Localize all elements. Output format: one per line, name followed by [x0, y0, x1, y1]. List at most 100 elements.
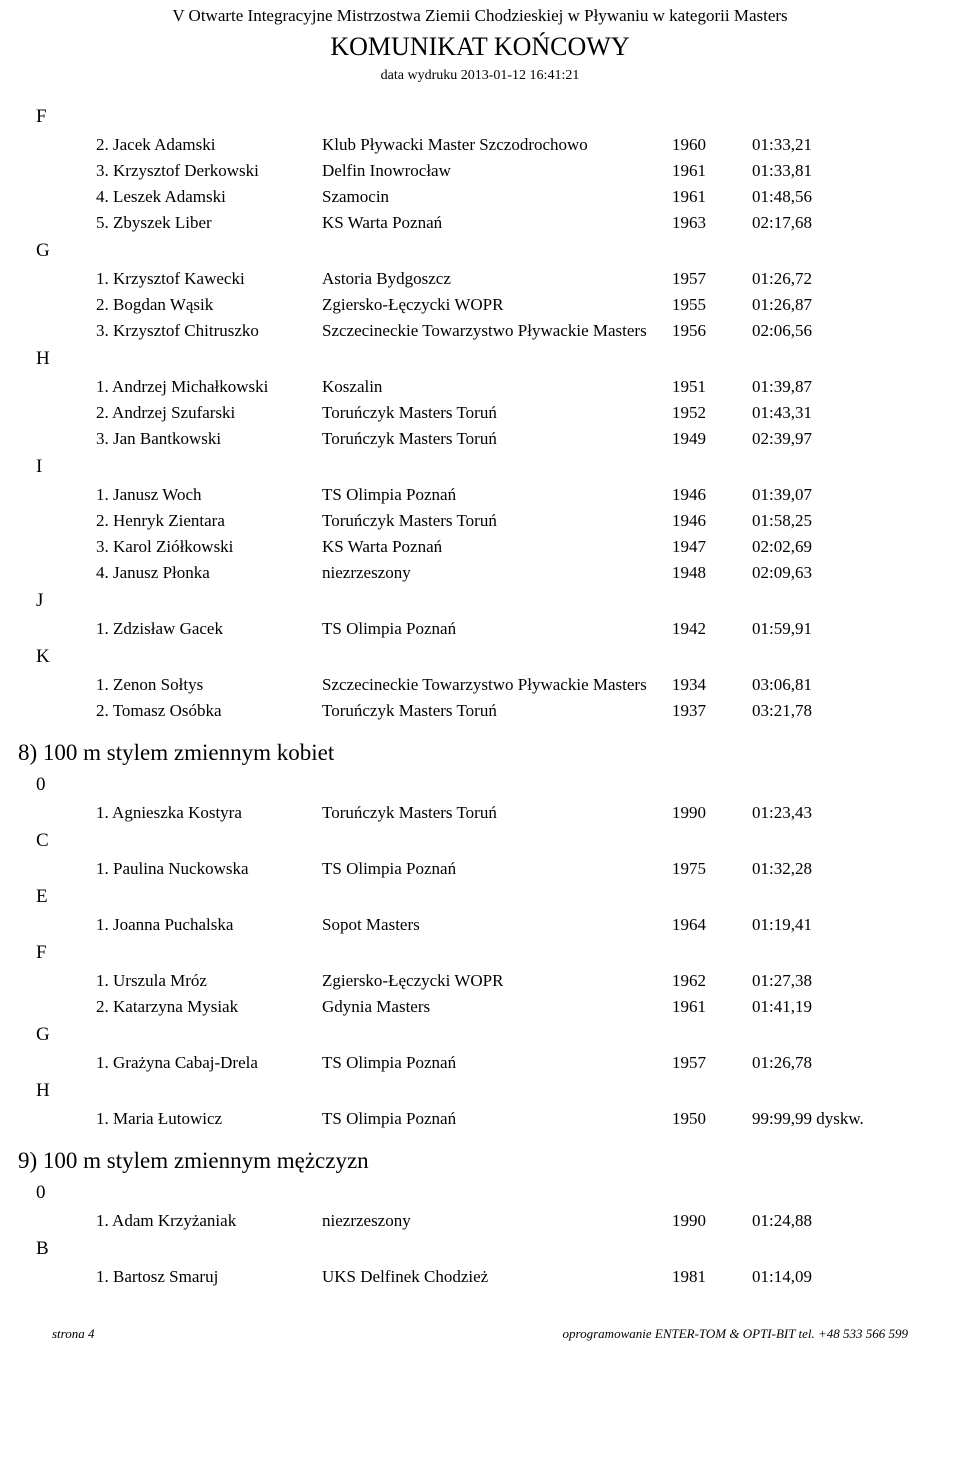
competitor-name: 2. Henryk Zientara [52, 511, 322, 531]
result-time: 01:26,78 [752, 1053, 882, 1073]
club-name: Szamocin [322, 187, 672, 207]
result-row: 3. Krzysztof DerkowskiDelfin Inowrocław1… [52, 158, 908, 184]
birth-year: 1946 [672, 485, 752, 505]
result-time: 01:26,72 [752, 269, 882, 289]
birth-year: 1950 [672, 1109, 752, 1129]
result-time: 02:06,56 [752, 321, 882, 341]
club-name: Gdynia Masters [322, 997, 672, 1017]
competitor-name: 2. Bogdan Wąsik [52, 295, 322, 315]
result-row: 1. Krzysztof KaweckiAstoria Bydgoszcz195… [52, 266, 908, 292]
age-group-letter: 0 [36, 774, 908, 796]
age-group-letter: J [36, 590, 908, 612]
result-time: 01:39,87 [752, 377, 882, 397]
result-row: 1. Andrzej MichałkowskiKoszalin195101:39… [52, 374, 908, 400]
competitor-name: 4. Leszek Adamski [52, 187, 322, 207]
birth-year: 1937 [672, 701, 752, 721]
club-name: Szczecineckie Towarzystwo Pływackie Mast… [322, 675, 672, 695]
result-row: 1. Janusz WochTS Olimpia Poznań194601:39… [52, 482, 908, 508]
competitor-name: 1. Joanna Puchalska [52, 915, 322, 935]
results-body: F 2. Jacek AdamskiKlub Pływacki Master Sz… [0, 106, 960, 1290]
result-row: 3. Karol ZiółkowskiKS Warta Poznań194702… [52, 534, 908, 560]
competitor-name: 2. Andrzej Szufarski [52, 403, 322, 423]
club-name: Toruńczyk Masters Toruń [322, 403, 672, 423]
result-time: 01:33,21 [752, 135, 882, 155]
age-group-letter: E [36, 886, 908, 908]
birth-year: 1955 [672, 295, 752, 315]
result-time: 02:09,63 [752, 563, 882, 583]
club-name: Koszalin [322, 377, 672, 397]
result-row: 1. Adam Krzyżaniakniezrzeszony199001:24,… [52, 1208, 908, 1234]
age-group-letter: H [36, 1080, 908, 1102]
result-time: 02:17,68 [752, 213, 882, 233]
result-row: 1. Agnieszka KostyraToruńczyk Masters To… [52, 800, 908, 826]
age-group-letter: 0 [36, 1182, 908, 1204]
birth-year: 1947 [672, 537, 752, 557]
birth-year: 1957 [672, 269, 752, 289]
birth-year: 1961 [672, 187, 752, 207]
club-name: KS Warta Poznań [322, 213, 672, 233]
competitor-name: 1. Urszula Mróz [52, 971, 322, 991]
result-time: 01:43,31 [752, 403, 882, 423]
result-row: 1. Zenon SołtysSzczecineckie Towarzystwo… [52, 672, 908, 698]
result-time: 03:06,81 [752, 675, 882, 695]
result-time: 01:32,28 [752, 859, 882, 879]
age-group-letter: K [36, 646, 908, 668]
result-time: 01:23,43 [752, 803, 882, 823]
birth-year: 1942 [672, 619, 752, 639]
result-row: 5. Zbyszek LiberKS Warta Poznań196302:17… [52, 210, 908, 236]
club-name: Zgiersko-Łęczycki WOPR [322, 971, 672, 991]
competitor-name: 1. Adam Krzyżaniak [52, 1211, 322, 1231]
event-heading: 8) 100 m stylem zmiennym kobiet [18, 740, 908, 766]
birth-year: 1934 [672, 675, 752, 695]
age-group-letter: G [36, 240, 908, 262]
club-name: KS Warta Poznań [322, 537, 672, 557]
competitor-name: 1. Zdzisław Gacek [52, 619, 322, 639]
result-row: 2. Tomasz OsóbkaToruńczyk Masters Toruń1… [52, 698, 908, 724]
birth-year: 1952 [672, 403, 752, 423]
club-name: Szczecineckie Towarzystwo Pływackie Mast… [322, 321, 672, 341]
result-row: 2. Andrzej SzufarskiToruńczyk Masters To… [52, 400, 908, 426]
competitor-name: 3. Jan Bantkowski [52, 429, 322, 449]
result-row: 4. Janusz Płonkaniezrzeszony194802:09,63 [52, 560, 908, 586]
age-group-letter: F [36, 106, 908, 128]
club-name: TS Olimpia Poznań [322, 1109, 672, 1129]
result-time: 01:48,56 [752, 187, 882, 207]
result-time: 01:27,38 [752, 971, 882, 991]
result-time: 02:39,97 [752, 429, 882, 449]
competitor-name: 5. Zbyszek Liber [52, 213, 322, 233]
competitor-name: 1. Bartosz Smaruj [52, 1267, 322, 1287]
club-name: TS Olimpia Poznań [322, 485, 672, 505]
age-group-letter: H [36, 348, 908, 370]
club-name: Zgiersko-Łęczycki WOPR [322, 295, 672, 315]
birth-year: 1990 [672, 1211, 752, 1231]
birth-year: 1990 [672, 803, 752, 823]
birth-year: 1957 [672, 1053, 752, 1073]
result-time: 01:33,81 [752, 161, 882, 181]
result-row: 2. Jacek AdamskiKlub Pływacki Master Szc… [52, 132, 908, 158]
competitor-name: 2. Jacek Adamski [52, 135, 322, 155]
club-name: Toruńczyk Masters Toruń [322, 511, 672, 531]
competitor-name: 4. Janusz Płonka [52, 563, 322, 583]
club-name: Klub Pływacki Master Szczodrochowo [322, 135, 672, 155]
result-row: 2. Bogdan WąsikZgiersko-Łęczycki WOPR195… [52, 292, 908, 318]
club-name: niezrzeszony [322, 563, 672, 583]
competitor-name: 1. Andrzej Michałkowski [52, 377, 322, 397]
birth-year: 1964 [672, 915, 752, 935]
club-name: Astoria Bydgoszcz [322, 269, 672, 289]
result-time: 01:41,19 [752, 997, 882, 1017]
result-row: 2. Henryk ZientaraToruńczyk Masters Toru… [52, 508, 908, 534]
age-group-letter: G [36, 1024, 908, 1046]
age-group-letter: C [36, 830, 908, 852]
print-date: data wydruku 2013-01-12 16:41:21 [0, 68, 960, 84]
event-heading: 9) 100 m stylem zmiennym mężczyzn [18, 1148, 908, 1174]
birth-year: 1961 [672, 161, 752, 181]
result-time: 99:99,99 dyskw. [752, 1109, 882, 1129]
birth-year: 1960 [672, 135, 752, 155]
competitor-name: 3. Karol Ziółkowski [52, 537, 322, 557]
club-name: TS Olimpia Poznań [322, 1053, 672, 1073]
club-name: TS Olimpia Poznań [322, 619, 672, 639]
birth-year: 1963 [672, 213, 752, 233]
result-time: 01:14,09 [752, 1267, 882, 1287]
club-name: Toruńczyk Masters Toruń [322, 803, 672, 823]
result-time: 01:39,07 [752, 485, 882, 505]
